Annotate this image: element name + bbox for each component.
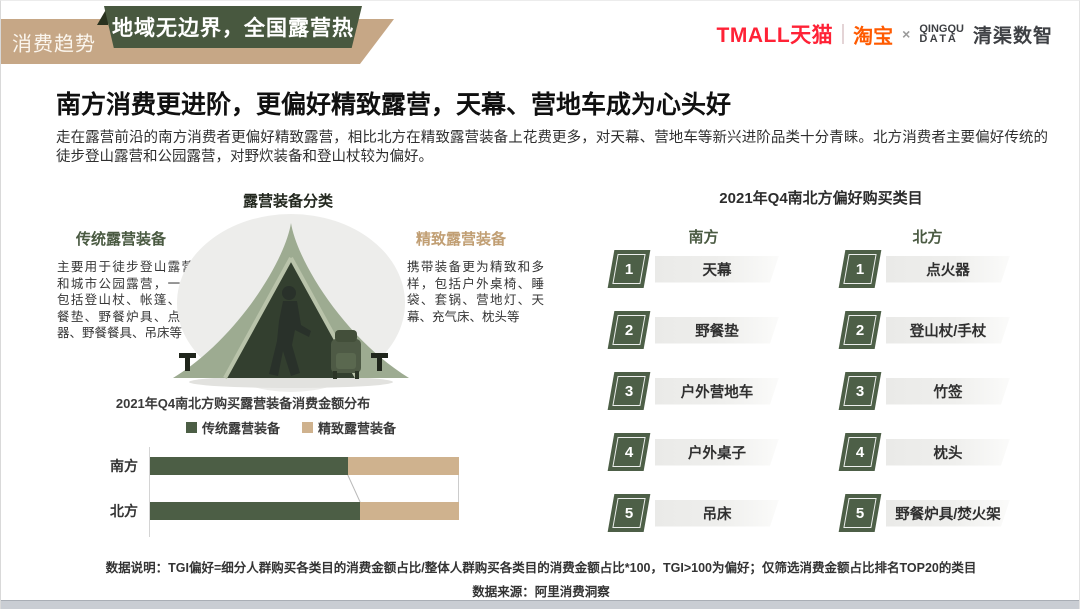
bar-chart-title: 2021年Q4南北方购买露营装备消费金额分布 [115, 396, 371, 411]
qingqu-wordmark: 清渠数智 [972, 25, 1053, 47]
rank-label: 户外营地车 [655, 378, 779, 405]
category-label-south: 南方 [110, 458, 138, 474]
ranking-title: 2021年Q4南北方偏好购买类目 [719, 190, 923, 207]
rank-badge: 1 [607, 250, 651, 288]
bar-south-refined-segment [347, 457, 459, 475]
rank-row-south-2: 2 野餐垫 [607, 310, 779, 350]
rank-label: 野餐炉具/焚火架 [886, 500, 1010, 527]
data-note: 数据说明：TGI偏好=细分人群购买各类目的消费金额占比/整体人群购买各类目的消费… [105, 561, 977, 575]
logo-divider [842, 24, 845, 44]
page-bottom-edge [1, 600, 1079, 609]
rank-row-south-5: 5 吊床 [607, 493, 779, 533]
ranking-header-north: 北方 [912, 229, 943, 246]
bar-north-refined-segment [360, 502, 459, 520]
rank-row-north-3: 3 竹签 [838, 371, 1010, 411]
brand-logos: TMALL天猫 淘宝 × QINGQU DATA 清渠数智 [717, 17, 1053, 51]
qingqu-logo-line2: DATA [919, 33, 959, 45]
refined-gear-title: 精致露营装备 [416, 231, 507, 248]
tmall-logo: TMALL天猫 [716, 24, 834, 47]
legend-item-traditional: 传统露营装备 [185, 418, 280, 437]
rank-row-south-3: 3 户外营地车 [607, 371, 779, 411]
bar-south-traditional-segment [150, 457, 348, 475]
legend-label-refined: 精致露营装备 [318, 421, 397, 436]
ranking-header-south: 南方 [688, 229, 719, 246]
bar-north-traditional-segment [150, 502, 361, 520]
rank-label: 户外桌子 [655, 439, 779, 466]
rank-label: 竹签 [886, 378, 1010, 405]
banner-title-plate: 地域无边界，全国露营热 [104, 6, 362, 48]
rank-row-north-4: 4 枕头 [838, 432, 1010, 472]
rank-row-south-1: 1 天幕 [607, 249, 779, 289]
rank-badge: 4 [607, 433, 651, 471]
equipment-heading: 露营装备分类 [242, 193, 333, 210]
rank-label: 枕头 [886, 439, 1010, 466]
series-connector-lines [347, 475, 459, 502]
tent-illustration [173, 214, 409, 392]
rank-label: 吊床 [655, 500, 779, 527]
rank-row-south-4: 4 户外桌子 [607, 432, 779, 472]
bar-south [150, 457, 459, 475]
legend-label-traditional: 传统露营装备 [201, 421, 280, 436]
rank-badge: 2 [838, 311, 882, 349]
rank-badge: 1 [838, 250, 882, 288]
data-source: 数据来源：阿里消费洞察 [472, 585, 610, 599]
rank-label: 天幕 [655, 256, 779, 283]
rank-row-north-2: 2 登山杖/手杖 [838, 310, 1010, 350]
traditional-gear-title: 传统露营装备 [76, 231, 167, 248]
rank-badge: 4 [838, 433, 882, 471]
category-label-north: 北方 [110, 503, 138, 519]
rank-label: 点火器 [886, 256, 1010, 283]
rank-label: 登山杖/手杖 [886, 317, 1010, 344]
intro-paragraph: 走在露营前沿的南方消费者更偏好精致露营，相比北方在精致露营装备上花费更多，对天幕… [56, 130, 1048, 165]
rank-row-north-1: 1 点火器 [838, 249, 1010, 289]
taobao-logo: 淘宝 [853, 25, 894, 48]
rank-badge: 3 [838, 372, 882, 410]
qingqu-data-logo: QINGQU DATA [919, 23, 964, 45]
qingqu-logo-line1: QINGQU [919, 23, 964, 35]
legend-item-refined: 精致露营装备 [302, 418, 396, 437]
refined-gear-description: 携带装备更为精致和多样，包括户外桌椅、睡袋、套锅、营地灯、天幕、充气床、枕头等 [407, 260, 544, 324]
rank-badge: 5 [838, 494, 882, 532]
bar-north [150, 502, 459, 520]
page-title: 南方消费更进阶，更偏好精致露营，天幕、营地车成为心头好 [56, 91, 732, 119]
legend-swatch-refined [302, 422, 313, 433]
chart-axis-line [149, 447, 150, 537]
rank-badge: 2 [607, 311, 651, 349]
rank-row-north-5: 5 野餐炉具/焚火架 [838, 493, 1010, 533]
rank-label: 野餐垫 [655, 317, 779, 344]
banner-title: 地域无边界，全国露营热 [112, 17, 354, 40]
traditional-gear-description: 主要用于徒步登山露营和城市公园露营，一般包括登山杖、帐篷、野餐垫、野餐炉具、点火… [57, 260, 194, 340]
section-label: 消费趋势 [12, 33, 96, 55]
rank-badge: 5 [607, 494, 651, 532]
bar-chart-legend: 传统露营装备 精致露营装备 [141, 418, 441, 437]
rank-badge: 3 [607, 372, 651, 410]
banner-fold-triangle [97, 6, 108, 25]
cross-icon: × [902, 26, 911, 42]
legend-swatch-traditional [185, 422, 197, 433]
